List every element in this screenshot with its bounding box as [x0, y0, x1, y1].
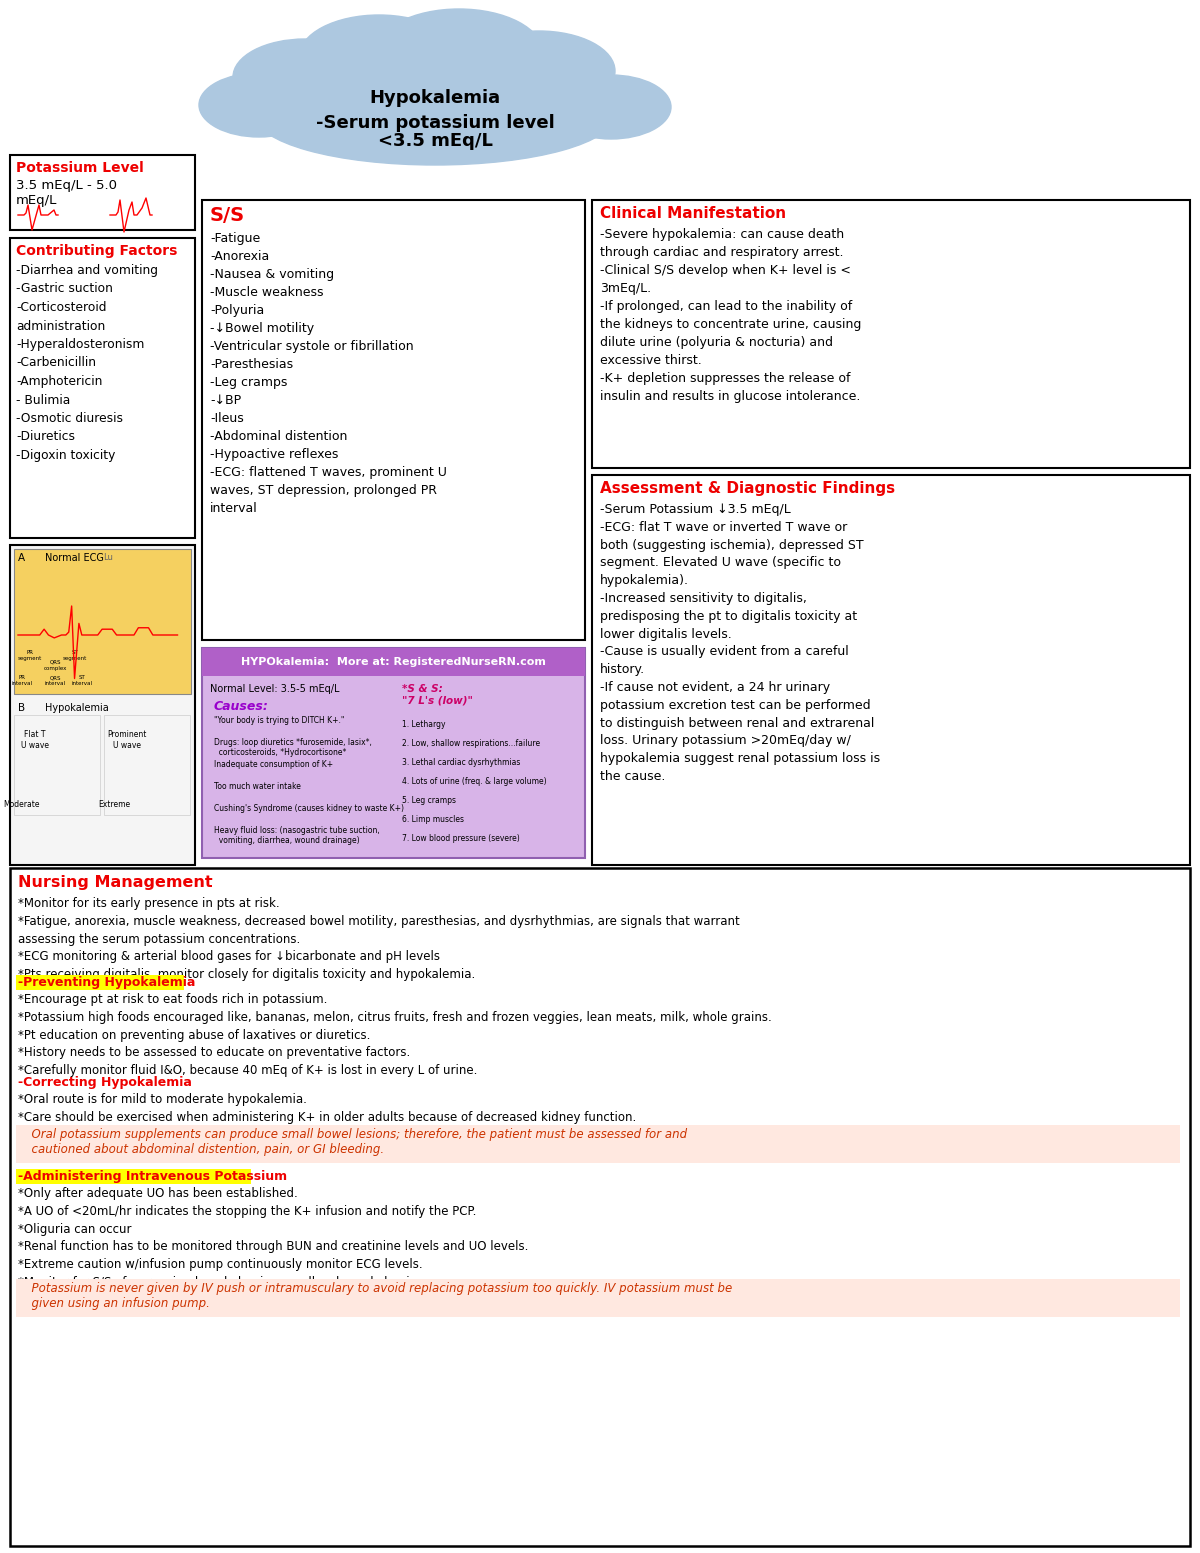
Text: Normal ECG: Normal ECG — [46, 553, 104, 564]
Text: -Correcting Hypokalemia: -Correcting Hypokalemia — [18, 1076, 192, 1089]
FancyBboxPatch shape — [10, 155, 194, 230]
Text: A: A — [18, 553, 25, 564]
Text: 6. Limp muscles: 6. Limp muscles — [402, 815, 464, 825]
Text: 4. Lots of urine (freq. & large volume): 4. Lots of urine (freq. & large volume) — [402, 776, 547, 786]
FancyBboxPatch shape — [16, 1124, 1180, 1163]
Text: *Monitor for its early presence in pts at risk.
*Fatigue, anorexia, muscle weakn: *Monitor for its early presence in pts a… — [18, 898, 739, 981]
FancyBboxPatch shape — [16, 975, 184, 989]
Text: Extreme: Extreme — [98, 800, 130, 809]
Ellipse shape — [233, 39, 377, 115]
Text: Potassium Level: Potassium Level — [16, 162, 144, 175]
FancyBboxPatch shape — [592, 200, 1190, 467]
Text: ST
segment: ST segment — [62, 651, 88, 660]
Text: Potassium is never given by IV push or intramusculary to avoid replacing potassi: Potassium is never given by IV push or i… — [24, 1281, 732, 1311]
Text: Prominent
U wave: Prominent U wave — [107, 730, 146, 750]
Text: -Severe hypokalemia: can cause death
through cardiac and respiratory arrest.
-Cl: -Severe hypokalemia: can cause death thr… — [600, 228, 862, 402]
Text: Nursing Management: Nursing Management — [18, 874, 212, 890]
Text: Heavy fluid loss: (nasogastric tube suction,
  vomiting, diarrhea, wound drainag: Heavy fluid loss: (nasogastric tube suct… — [214, 826, 379, 845]
Text: -Preventing Hypokalemia: -Preventing Hypokalemia — [18, 975, 196, 989]
Text: Assessment & Diagnostic Findings: Assessment & Diagnostic Findings — [600, 481, 895, 495]
FancyBboxPatch shape — [10, 868, 1190, 1545]
Text: Too much water intake: Too much water intake — [214, 783, 301, 790]
Text: "Your body is trying to DITCH K+.": "Your body is trying to DITCH K+." — [214, 716, 344, 725]
Text: 7. Low blood pressure (severe): 7. Low blood pressure (severe) — [402, 834, 520, 843]
Text: 5. Leg cramps: 5. Leg cramps — [402, 797, 456, 804]
FancyBboxPatch shape — [202, 200, 586, 640]
FancyBboxPatch shape — [16, 1169, 251, 1183]
FancyBboxPatch shape — [592, 475, 1190, 865]
Text: ST
interval: ST interval — [72, 676, 92, 686]
Text: QRS
complex: QRS complex — [43, 660, 67, 671]
Text: B: B — [18, 704, 25, 713]
FancyBboxPatch shape — [14, 550, 191, 694]
Text: *Oral route is for mild to moderate hypokalemia.
*Care should be exercised when : *Oral route is for mild to moderate hypo… — [18, 1093, 636, 1124]
Text: Inadequate consumption of K+: Inadequate consumption of K+ — [214, 759, 334, 769]
Text: QRS
interval: QRS interval — [44, 676, 66, 686]
Text: Contributing Factors: Contributing Factors — [16, 244, 178, 258]
Text: S/S: S/S — [210, 207, 245, 225]
Text: Drugs: loop diuretics *furosemide, lasix*,
  corticosteroids, *Hydrocortisone*: Drugs: loop diuretics *furosemide, lasix… — [214, 738, 372, 758]
Text: <3.5 mEq/L: <3.5 mEq/L — [378, 132, 492, 151]
Text: Oral potassium supplements can produce small bowel lesions; therefore, the patie: Oral potassium supplements can produce s… — [24, 1127, 688, 1155]
Text: Normal Level: 3.5-5 mEq/L: Normal Level: 3.5-5 mEq/L — [210, 683, 340, 694]
FancyBboxPatch shape — [104, 714, 190, 815]
Ellipse shape — [463, 31, 616, 110]
Text: *S & S:
"7 L's (low)": *S & S: "7 L's (low)" — [402, 683, 473, 705]
Text: 2. Low, shallow respirations...failure: 2. Low, shallow respirations...failure — [402, 739, 540, 749]
Text: Flat T
U wave: Flat T U wave — [22, 730, 49, 750]
Ellipse shape — [374, 9, 542, 96]
Text: *Encourage pt at risk to eat foods rich in potassium.
*Potassium high foods enco: *Encourage pt at risk to eat foods rich … — [18, 992, 772, 1078]
Text: -Administering Intravenous Potassium: -Administering Intravenous Potassium — [18, 1169, 287, 1183]
Text: HYPOkalemia:  More at: RegisteredNurseRN.com: HYPOkalemia: More at: RegisteredNurseRN.… — [240, 657, 546, 666]
Text: Lu: Lu — [103, 553, 113, 562]
FancyBboxPatch shape — [10, 545, 194, 865]
FancyBboxPatch shape — [202, 648, 586, 676]
Text: Cushing's Syndrome (causes kidney to waste K+): Cushing's Syndrome (causes kidney to was… — [214, 804, 404, 814]
FancyBboxPatch shape — [14, 714, 100, 815]
Text: 1. Lethargy: 1. Lethargy — [402, 721, 445, 728]
Text: -Diarrhea and vomiting
-Gastric suction
-Corticosteroid
administration
-Hyperald: -Diarrhea and vomiting -Gastric suction … — [16, 264, 158, 461]
Text: Hypokalemia: Hypokalemia — [370, 89, 500, 107]
Ellipse shape — [256, 65, 616, 165]
Text: -Fatigue
-Anorexia
-Nausea & vomiting
-Muscle weakness
-Polyuria
-↓Bowel motilit: -Fatigue -Anorexia -Nausea & vomiting -M… — [210, 231, 446, 516]
Text: 3. Lethal cardiac dysrhythmias: 3. Lethal cardiac dysrhythmias — [402, 758, 521, 767]
FancyBboxPatch shape — [16, 1280, 1180, 1317]
Text: Hypokalemia: Hypokalemia — [46, 704, 109, 713]
Text: PR
interval: PR interval — [12, 676, 32, 686]
Ellipse shape — [551, 75, 671, 140]
Text: Clinical Manifestation: Clinical Manifestation — [600, 207, 786, 221]
Text: -Serum Potassium ↓3.5 mEq/L
-ECG: flat T wave or inverted T wave or
both (sugges: -Serum Potassium ↓3.5 mEq/L -ECG: flat T… — [600, 503, 880, 783]
Ellipse shape — [299, 16, 458, 99]
Text: Causes:: Causes: — [214, 700, 269, 713]
Text: *Only after adequate UO has been established.
*A UO of <20mL/hr indicates the st: *Only after adequate UO has been establi… — [18, 1186, 528, 1289]
Text: 3.5 mEq/L - 5.0
mEq/L: 3.5 mEq/L - 5.0 mEq/L — [16, 179, 118, 207]
Text: -Serum potassium level: -Serum potassium level — [316, 113, 554, 132]
Text: Moderate: Moderate — [4, 800, 41, 809]
FancyBboxPatch shape — [202, 648, 586, 857]
Ellipse shape — [199, 73, 319, 137]
FancyBboxPatch shape — [10, 238, 194, 537]
Text: PR
segment: PR segment — [18, 651, 42, 660]
